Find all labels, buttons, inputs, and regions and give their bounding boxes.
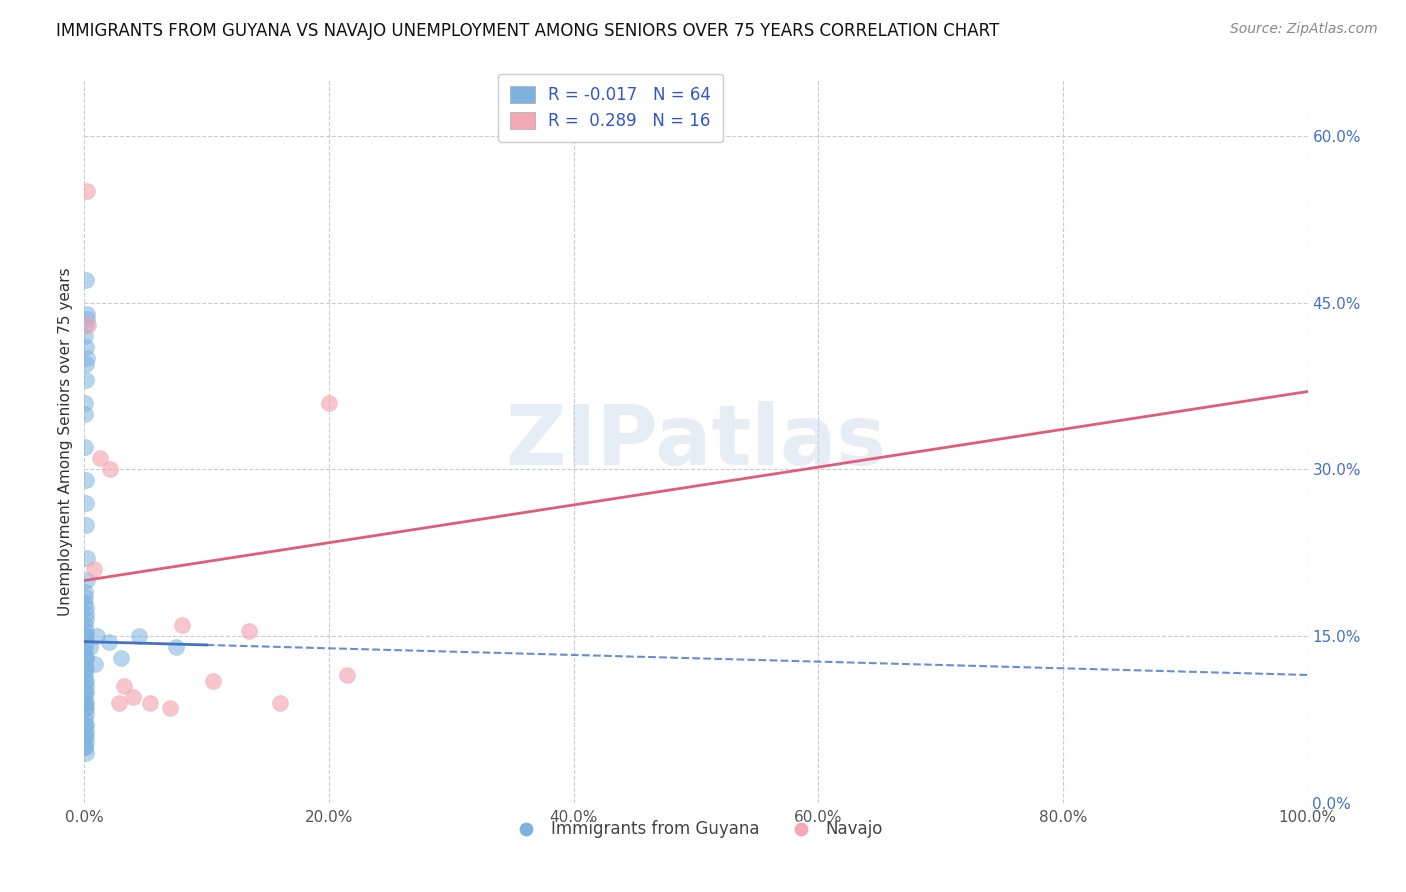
Point — [86, 629, 108, 643]
Point — [75, 395, 97, 409]
Point — [75, 696, 97, 710]
Point — [75, 640, 97, 655]
Point — [75, 340, 97, 354]
Point — [75, 684, 97, 698]
Point — [75, 590, 97, 604]
Point — [122, 690, 145, 705]
Point — [73, 596, 96, 610]
Text: ZIPatlas: ZIPatlas — [506, 401, 886, 482]
Point — [75, 329, 97, 343]
Point — [165, 640, 187, 655]
Point — [112, 679, 135, 693]
Point — [75, 684, 97, 698]
Point — [73, 690, 96, 705]
Point — [75, 746, 97, 760]
Point — [75, 357, 97, 371]
Text: Source: ZipAtlas.com: Source: ZipAtlas.com — [1230, 22, 1378, 37]
Point — [110, 651, 132, 665]
Legend: Immigrants from Guyana, Navajo: Immigrants from Guyana, Navajo — [502, 814, 890, 845]
Point — [75, 629, 97, 643]
Point — [75, 740, 97, 755]
Point — [75, 701, 97, 715]
Point — [75, 729, 97, 743]
Point — [75, 496, 97, 510]
Point — [75, 624, 97, 638]
Point — [75, 273, 97, 287]
Point — [76, 551, 98, 566]
Point — [73, 584, 96, 599]
Point — [75, 679, 97, 693]
Point — [128, 629, 150, 643]
Point — [75, 729, 97, 743]
Point — [75, 662, 97, 676]
Point — [97, 634, 120, 648]
Point — [75, 601, 97, 615]
Point — [269, 696, 291, 710]
Point — [336, 668, 359, 682]
Point — [75, 696, 97, 710]
Point — [83, 562, 105, 576]
Point — [73, 646, 96, 660]
Point — [75, 701, 97, 715]
Point — [75, 651, 97, 665]
Point — [107, 696, 129, 710]
Point — [318, 395, 340, 409]
Point — [75, 612, 97, 626]
Point — [76, 312, 98, 326]
Point — [76, 574, 98, 588]
Point — [77, 318, 100, 332]
Point — [98, 462, 121, 476]
Point — [73, 407, 96, 421]
Point — [75, 657, 97, 671]
Point — [79, 640, 101, 655]
Point — [75, 651, 97, 665]
Point — [75, 673, 97, 688]
Point — [75, 629, 97, 643]
Point — [75, 734, 97, 748]
Point — [76, 307, 98, 321]
Point — [159, 701, 181, 715]
Point — [201, 673, 224, 688]
Point — [75, 713, 97, 727]
Point — [73, 740, 96, 755]
Point — [89, 451, 111, 466]
Point — [139, 696, 162, 710]
Point — [73, 668, 96, 682]
Point — [172, 618, 194, 632]
Point — [75, 706, 97, 721]
Point — [75, 517, 97, 532]
Point — [75, 618, 97, 632]
Y-axis label: Unemployment Among Seniors over 75 years: Unemployment Among Seniors over 75 years — [58, 268, 73, 615]
Point — [73, 662, 96, 676]
Point — [75, 634, 97, 648]
Point — [238, 624, 260, 638]
Point — [76, 351, 98, 366]
Point — [75, 718, 97, 732]
Point — [75, 673, 97, 688]
Point — [75, 373, 97, 387]
Text: IMMIGRANTS FROM GUYANA VS NAVAJO UNEMPLOYMENT AMONG SENIORS OVER 75 YEARS CORREL: IMMIGRANTS FROM GUYANA VS NAVAJO UNEMPLO… — [56, 22, 1000, 40]
Point — [75, 723, 97, 738]
Point — [75, 440, 97, 454]
Point — [75, 318, 97, 332]
Point — [75, 607, 97, 621]
Point — [75, 474, 97, 488]
Point — [84, 657, 107, 671]
Point — [73, 718, 96, 732]
Point — [76, 185, 98, 199]
